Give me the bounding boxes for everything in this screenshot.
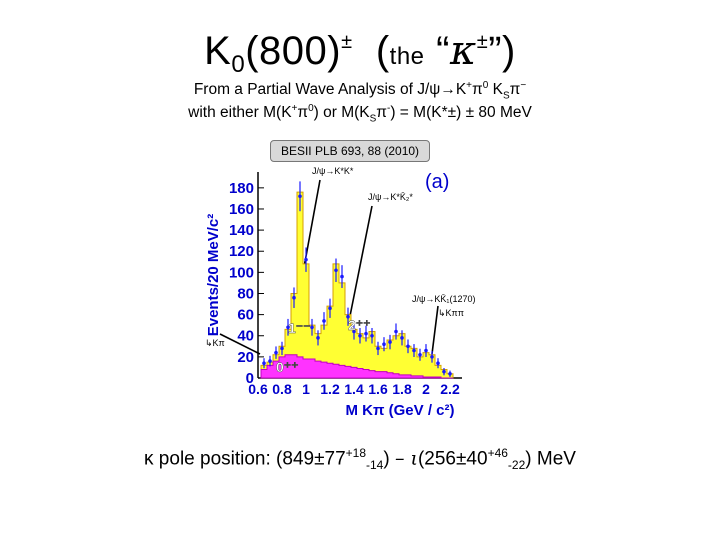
data-point — [442, 369, 446, 374]
data-point — [376, 346, 380, 351]
title-the: the — [389, 43, 425, 70]
y-tick-label: 100 — [229, 264, 254, 281]
data-point — [436, 361, 440, 366]
title-pm: ± — [341, 31, 353, 53]
mass-spectrum-plot: 0 20 40 60 80 100 120 140 160 180 0.6 0.8 1 1.2 1.4 1.6… — [160, 150, 490, 430]
y-tick-label: 160 — [229, 201, 254, 218]
panel-label: (a) — [425, 171, 449, 193]
y-tick-label: 40 — [237, 328, 254, 345]
annotation-arrow — [219, 333, 261, 355]
data-point — [364, 331, 368, 336]
title-paren: ( — [375, 29, 390, 73]
data-point — [286, 325, 290, 330]
title-kappa-sup: ± — [476, 31, 489, 53]
data-point — [424, 348, 428, 353]
wave-label: 1⁻⁻ — [288, 320, 311, 336]
scalar-wave-histogram — [260, 354, 453, 379]
data-point — [400, 336, 404, 340]
wave-label: 2⁺⁺ — [348, 317, 371, 333]
total-fit-histogram — [260, 191, 454, 379]
data-point — [310, 325, 314, 330]
subtitle-line-2: with either M(K+π0) or M(KSπ-) = M(K*±) … — [188, 103, 532, 125]
data-point — [274, 350, 278, 355]
data-point — [328, 306, 332, 311]
y-tick-label: 180 — [229, 180, 254, 197]
data-point — [394, 329, 398, 334]
x-tick-label: 2.2 — [440, 381, 460, 397]
data-point — [430, 355, 434, 359]
title-k: K — [204, 29, 232, 73]
plot-data-points — [262, 181, 452, 377]
annotation-arrow — [349, 205, 373, 317]
plot-svg: 0 20 40 60 80 100 120 140 160 180 0.6 0.8 1 1.2 1.4 1.6… — [160, 166, 475, 419]
title-mass: (800) — [245, 29, 342, 73]
title-k-sub: 0 — [231, 51, 246, 78]
y-tick-label: 60 — [237, 307, 254, 324]
x-tick-label: 0.6 — [248, 381, 268, 397]
data-point — [406, 344, 410, 349]
data-point — [448, 371, 452, 376]
x-tick-label: 1.8 — [392, 381, 412, 397]
annotation-label: J/ψ→K*K* — [312, 166, 354, 176]
data-point — [370, 333, 374, 338]
x-tick-label: 1.4 — [344, 381, 364, 397]
data-point — [268, 359, 272, 363]
pole-position-line: κ pole position: (849±77+18-14) – ι(256±… — [144, 446, 576, 473]
data-point — [352, 329, 356, 334]
data-point — [298, 194, 302, 199]
slide-title: K0(800)± (the “κ±”) — [0, 18, 720, 89]
data-point — [334, 268, 338, 273]
data-point — [280, 346, 284, 351]
x-tick-label: 1 — [302, 381, 310, 397]
wave-label: 0⁺⁺ — [276, 359, 299, 375]
annotation-label: ↳Kπ — [205, 338, 225, 348]
data-point — [316, 336, 320, 340]
reference-badge: BESII PLB 693, 88 (2010) — [270, 140, 430, 162]
y-tick-label: 80 — [237, 285, 254, 302]
x-tick-label: 0.8 — [272, 381, 292, 397]
y-tick-label: 20 — [237, 349, 254, 366]
x-tick-label: 1.6 — [368, 381, 388, 397]
data-point — [388, 340, 392, 344]
x-axis-title: M Kπ (GeV / c²) — [346, 402, 455, 419]
data-point — [412, 348, 416, 353]
title-kappa: κ — [449, 28, 477, 74]
x-tick-label: 2 — [422, 381, 430, 397]
x-tick-label: 1.2 — [320, 381, 340, 397]
y-tick-label: 140 — [229, 222, 254, 239]
data-point — [292, 295, 296, 300]
plot-labels: 0 20 40 60 80 100 120 140 160 180 0.6 0.8 1 1.2 1.4 1.6… — [160, 166, 475, 419]
data-point — [358, 333, 362, 338]
data-point — [346, 314, 350, 319]
annotation-arrow — [431, 305, 439, 355]
annotation-label: J/ψ→K*K̄₂* — [368, 192, 413, 202]
data-point — [322, 319, 326, 323]
data-point — [262, 361, 266, 366]
subtitle-line-1: From a Partial Wave Analysis of J/ψ→K+π0… — [193, 80, 527, 102]
y-tick-label: 120 — [229, 243, 254, 260]
annotation-label: ↳Kππ — [438, 308, 464, 318]
title-quote-open: “ — [424, 29, 450, 73]
data-point — [418, 352, 422, 357]
data-point — [340, 274, 344, 279]
annotation-label: J/ψ→KK̄₁(1270) — [412, 294, 475, 304]
plot-fills — [260, 191, 454, 379]
data-point — [382, 342, 386, 346]
data-point — [304, 257, 308, 262]
y-tick-label: 0 — [246, 370, 254, 387]
y-axis-title: Events/20 MeV/c² — [205, 214, 222, 337]
title-quote-close: ”) — [488, 29, 516, 73]
